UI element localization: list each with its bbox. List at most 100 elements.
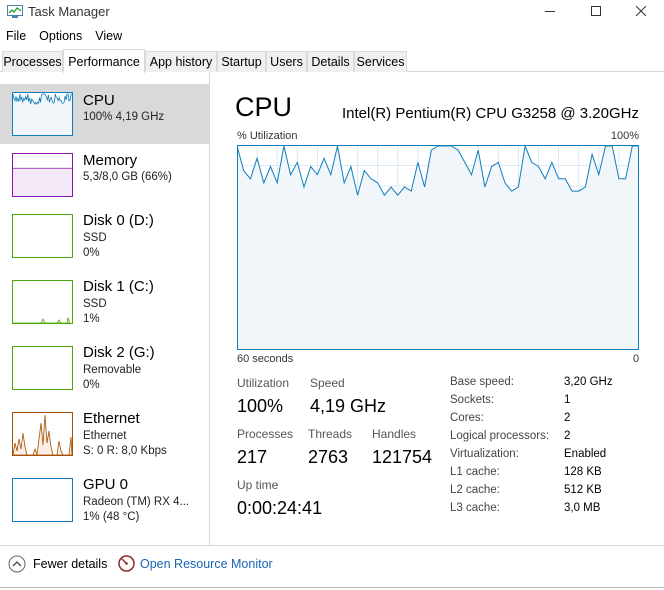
memory-thumb-fill xyxy=(13,168,72,196)
resource-monitor-icon[interactable] xyxy=(118,555,135,577)
menu-bar: File Options View xyxy=(0,27,129,47)
sidebar-item-line1: 5,3/8,0 GB (66%) xyxy=(83,171,172,183)
tab-app-history[interactable]: App history xyxy=(145,51,217,72)
tab-bar: Processes Performance App history Startu… xyxy=(0,49,664,73)
disk-1-thumb-svg xyxy=(13,316,71,323)
sidebar-item-title: GPU 0 xyxy=(83,476,129,493)
spec-l1-cache-label: L1 cache: xyxy=(450,466,500,478)
threads-label: Threads xyxy=(308,427,353,441)
spec-l2-cache-label: L2 cache: xyxy=(450,484,500,496)
open-resource-monitor-link[interactable]: Open Resource Monitor xyxy=(140,557,273,571)
cpu-detail-panel: CPU Intel(R) Pentium(R) CPU G3258 @ 3.20… xyxy=(211,72,664,545)
cpu-thumbnail-graph xyxy=(12,92,73,136)
tab-users[interactable]: Users xyxy=(266,51,307,72)
sidebar-item-line2: S: 0 R: 8,0 Kbps xyxy=(83,445,167,457)
utilization-label: Utilization xyxy=(237,376,290,390)
sidebar-item-title: Memory xyxy=(83,152,138,169)
spec-logical-processors-value: 2 xyxy=(564,430,571,442)
spec-l3-cache-label: L3 cache: xyxy=(450,502,500,514)
spec-base-speed-value: 3,20 GHz xyxy=(564,376,613,388)
sidebar-item-disk-0[interactable]: Disk 0 (D:) SSD 0% xyxy=(0,212,209,276)
gpu-0-thumbnail-graph xyxy=(12,478,73,522)
menu-options[interactable]: Options xyxy=(39,29,83,43)
spec-l3-cache-value: 3,0 MB xyxy=(564,502,601,514)
utilization-value: 100% xyxy=(237,396,284,416)
sidebar-item-cpu[interactable]: CPU 100% 4,19 GHz xyxy=(0,84,209,144)
cpu-thumb-svg xyxy=(13,93,72,135)
sidebar-item-line2: 1% xyxy=(83,313,100,325)
sidebar-item-title: Disk 1 (C:) xyxy=(83,278,154,295)
ethernet-thumb-activity xyxy=(13,414,72,455)
tab-startup[interactable]: Startup xyxy=(217,51,266,72)
handles-value: 121754 xyxy=(372,447,433,467)
spec-virtualization-label: Virtualization: xyxy=(450,448,519,460)
spec-l1-cache-value: 128 KB xyxy=(564,466,602,478)
maximize-button[interactable] xyxy=(573,0,619,24)
spec-cores-value: 2 xyxy=(564,412,571,424)
spec-sockets-label: Sockets: xyxy=(450,394,495,406)
sidebar-item-disk-2[interactable]: Disk 2 (G:) Removable 0% xyxy=(0,344,209,408)
disk-2-thumbnail-graph xyxy=(12,346,73,390)
spec-cores-label: Cores: xyxy=(450,412,484,424)
processes-label: Processes xyxy=(237,427,294,441)
sidebar-item-line1: Removable xyxy=(83,364,142,376)
spec-base-speed-label: Base speed: xyxy=(450,376,514,388)
footer-bar: Fewer details Open Resource Monitor xyxy=(0,545,664,589)
sidebar-item-title: CPU xyxy=(83,92,115,109)
graph-area-fill xyxy=(237,146,639,350)
spec-l2-cache-value: 512 KB xyxy=(564,484,602,496)
cpu-model-name: Intel(R) Pentium(R) CPU G3258 @ 3.20GHz xyxy=(342,105,639,122)
task-manager-icon xyxy=(7,5,23,18)
sidebar-item-title: Ethernet xyxy=(83,410,140,427)
disk-0-thumbnail-graph xyxy=(12,214,73,258)
close-button[interactable] xyxy=(618,0,664,24)
minimize-button[interactable] xyxy=(527,0,573,24)
sidebar-item-line2: 1% (48 °C) xyxy=(83,511,140,523)
resource-sidebar: CPU 100% 4,19 GHz Memory 5,3/8,0 GB (66%… xyxy=(0,72,210,545)
cpu-thumb-fill xyxy=(13,94,72,135)
window-title: Task Manager xyxy=(28,4,110,19)
uptime-label: Up time xyxy=(237,478,279,492)
graph-y-label: % Utilization xyxy=(237,130,298,142)
menu-view[interactable]: View xyxy=(95,29,123,43)
memory-thumbnail-graph xyxy=(12,153,73,197)
content-area: CPU 100% 4,19 GHz Memory 5,3/8,0 GB (66%… xyxy=(0,72,664,545)
tab-processes[interactable]: Processes xyxy=(2,51,63,72)
speed-label: Speed xyxy=(310,376,345,390)
sidebar-item-title: Disk 0 (D:) xyxy=(83,212,154,229)
window-bottom-border xyxy=(0,587,664,588)
sidebar-item-line1: Radeon (TM) RX 4... xyxy=(83,496,190,508)
tab-services[interactable]: Services xyxy=(354,51,407,72)
uptime-value: 0:00:24:41 xyxy=(237,498,323,518)
minimize-icon xyxy=(545,3,555,21)
memory-thumb-svg xyxy=(13,167,72,196)
tab-performance[interactable]: Performance xyxy=(63,49,145,73)
sidebar-item-gpu-0[interactable]: GPU 0 Radeon (TM) RX 4... 1% (48 °C) xyxy=(0,476,209,540)
sidebar-item-disk-1[interactable]: Disk 1 (C:) SSD 1% xyxy=(0,278,209,342)
graph-border xyxy=(237,145,639,350)
title-bar: Task Manager xyxy=(0,0,664,24)
close-icon xyxy=(635,3,647,21)
graph-x-right-label: 0 xyxy=(633,353,640,365)
disk-1-thumbnail-graph xyxy=(12,280,73,324)
sidebar-item-memory[interactable]: Memory 5,3/8,0 GB (66%) xyxy=(0,147,209,211)
chevron-up-icon[interactable] xyxy=(8,555,26,578)
menu-file[interactable]: File xyxy=(6,29,27,43)
sidebar-item-ethernet[interactable]: Ethernet Ethernet S: 0 R: 8,0 Kbps xyxy=(0,410,209,474)
processes-value: 217 xyxy=(237,447,268,467)
sidebar-item-line2: 0% xyxy=(83,247,100,259)
fewer-details-button[interactable]: Fewer details xyxy=(33,557,108,571)
sidebar-item-line2: 0% xyxy=(83,379,100,391)
spec-virtualization-value: Enabled xyxy=(564,448,607,460)
cpu-thumb-line xyxy=(13,93,72,106)
handles-label: Handles xyxy=(372,427,417,441)
ethernet-thumb-svg xyxy=(13,414,72,455)
spec-logical-processors-label: Logical processors: xyxy=(450,430,550,442)
sidebar-item-title: Disk 2 (G:) xyxy=(83,344,155,361)
page-title: CPU xyxy=(235,92,293,122)
spec-sockets-value: 1 xyxy=(564,394,571,406)
graph-x-left-label: 60 seconds xyxy=(237,353,294,365)
tab-details[interactable]: Details xyxy=(307,51,354,72)
graph-y-max-label: 100% xyxy=(610,130,639,142)
